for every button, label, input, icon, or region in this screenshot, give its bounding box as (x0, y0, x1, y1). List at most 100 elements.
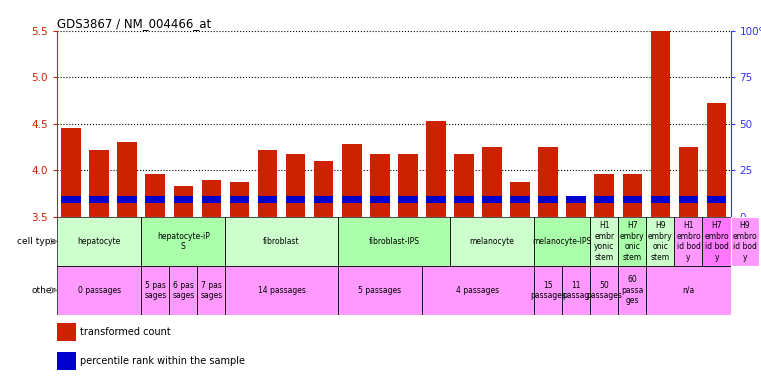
Bar (398, 197, 418, 203)
Text: percentile rank within the sample: percentile rank within the sample (80, 356, 245, 366)
Text: 5 passages: 5 passages (358, 286, 401, 295)
Bar (142, 217, 225, 266)
Text: 50
passages: 50 passages (586, 281, 622, 300)
Text: hepatocyte: hepatocyte (78, 237, 121, 246)
Text: 4 passages: 4 passages (457, 286, 499, 295)
Text: other: other (31, 286, 56, 295)
Text: hepatocyte-iP
S: hepatocyte-iP S (157, 232, 210, 251)
Bar (145, 197, 165, 203)
Bar (370, 154, 390, 217)
Text: 60
passa
ges: 60 passa ges (621, 275, 644, 305)
Bar (57, 352, 76, 370)
Bar (258, 150, 277, 217)
Text: 0 passages: 0 passages (78, 286, 121, 295)
Bar (89, 150, 109, 217)
Bar (622, 174, 642, 217)
Bar (591, 217, 618, 266)
Bar (450, 217, 534, 266)
Bar (646, 266, 731, 315)
Bar (62, 129, 81, 217)
Bar (62, 195, 81, 203)
Text: H7
embro
id bod
y: H7 embro id bod y (704, 221, 729, 262)
Text: H1
embr
yonic
stem: H1 embr yonic stem (594, 221, 614, 262)
Bar (594, 197, 614, 203)
Bar (314, 161, 333, 217)
Bar (370, 197, 390, 203)
Bar (511, 197, 530, 203)
Bar (562, 266, 591, 315)
Text: H9
embro
id bod
y: H9 embro id bod y (732, 221, 757, 262)
Bar (538, 197, 558, 203)
Bar (482, 147, 501, 217)
Bar (57, 217, 142, 266)
Text: melanocyte-IPS: melanocyte-IPS (533, 237, 592, 246)
Bar (618, 217, 646, 266)
Text: H7
embry
onic
stem: H7 embry onic stem (620, 221, 645, 262)
Text: cell type: cell type (17, 237, 56, 246)
Bar (286, 154, 305, 217)
Bar (454, 197, 474, 203)
Bar (338, 266, 422, 315)
Bar (225, 266, 338, 315)
Text: melanocyte: melanocyte (470, 237, 514, 246)
Text: GDS3867 / NM_004466_at: GDS3867 / NM_004466_at (57, 17, 212, 30)
Bar (197, 266, 225, 315)
Bar (731, 217, 759, 266)
Bar (594, 174, 614, 217)
Text: 5 pas
sages: 5 pas sages (144, 281, 167, 300)
Bar (230, 182, 250, 217)
Bar (426, 197, 446, 203)
Bar (511, 182, 530, 217)
Bar (566, 197, 586, 203)
Bar (538, 147, 558, 217)
Bar (342, 195, 361, 203)
Bar (702, 217, 731, 266)
Bar (57, 266, 142, 315)
Bar (338, 217, 450, 266)
Bar (142, 266, 169, 315)
Bar (591, 266, 618, 315)
Text: transformed count: transformed count (80, 327, 170, 337)
Text: fibroblast: fibroblast (263, 237, 300, 246)
Bar (174, 197, 193, 203)
Bar (225, 217, 338, 266)
Bar (426, 121, 446, 217)
Bar (258, 197, 277, 203)
Text: 11
passag: 11 passag (562, 281, 590, 300)
Bar (651, 29, 670, 217)
Bar (342, 144, 361, 217)
Bar (707, 195, 726, 203)
Text: H1
embro
id bod
y: H1 embro id bod y (677, 221, 701, 262)
Bar (622, 197, 642, 203)
Text: H9
embry
onic
stem: H9 embry onic stem (648, 221, 673, 262)
Bar (534, 266, 562, 315)
Bar (117, 197, 137, 203)
Bar (618, 266, 646, 315)
Bar (398, 154, 418, 217)
Bar (707, 103, 726, 217)
Bar (646, 217, 674, 266)
Bar (679, 195, 699, 203)
Bar (422, 266, 534, 315)
Bar (202, 197, 221, 203)
Bar (202, 180, 221, 217)
Bar (230, 197, 250, 203)
Bar (679, 147, 699, 217)
Text: fibroblast-IPS: fibroblast-IPS (368, 237, 419, 246)
Bar (174, 186, 193, 217)
Text: 7 pas
sages: 7 pas sages (200, 281, 222, 300)
Bar (117, 142, 137, 217)
Bar (169, 266, 197, 315)
Bar (534, 217, 591, 266)
Bar (674, 217, 702, 266)
Bar (145, 174, 165, 217)
Text: 14 passages: 14 passages (258, 286, 305, 295)
Bar (566, 203, 586, 217)
Bar (57, 323, 76, 341)
Text: 15
passages: 15 passages (530, 281, 566, 300)
Bar (89, 195, 109, 203)
Text: n/a: n/a (683, 286, 695, 295)
Bar (286, 197, 305, 203)
Text: 6 pas
sages: 6 pas sages (172, 281, 195, 300)
Bar (314, 197, 333, 203)
